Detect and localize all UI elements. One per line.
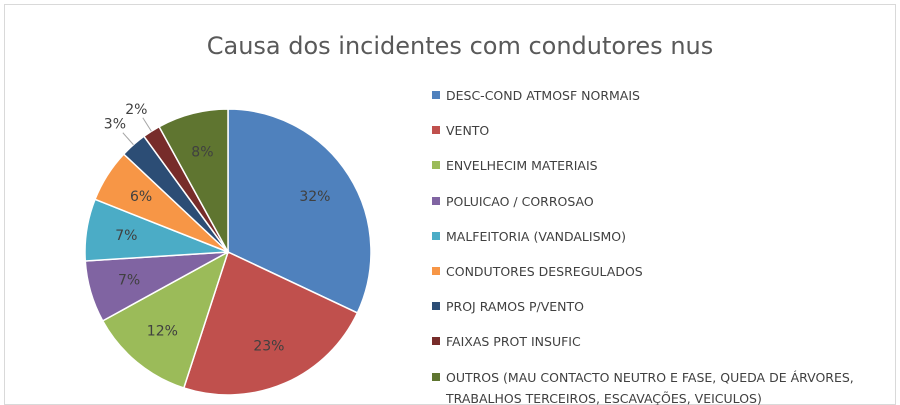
data-label: 6%: [130, 189, 152, 205]
legend-label: VENTO: [446, 123, 490, 139]
legend-label: ENVELHECIM MATERIAIS: [446, 158, 598, 174]
legend-label: POLUICAO / CORROSAO: [446, 193, 594, 209]
legend-label: OUTROS (MAU CONTACTO NEUTRO E FASE, QUED…: [446, 369, 854, 405]
legend-swatch: [432, 196, 440, 205]
legend-swatch: [432, 337, 440, 346]
pie-slice: [227, 108, 372, 314]
leader-line: [122, 132, 134, 146]
data-label: 7%: [118, 273, 140, 289]
data-label: 7%: [115, 228, 137, 244]
legend-item: OUTROS (MAU CONTACTO NEUTRO E FASE, QUED…: [432, 367, 892, 405]
pie-slice: [182, 250, 359, 396]
legend-label: PROJ RAMOS P/VENTO: [446, 299, 585, 315]
legend-label: CONDUTORES DESREGULADOS: [446, 264, 643, 279]
legend-swatch: [432, 267, 440, 275]
data-label: 8%: [191, 144, 213, 160]
legend-swatch: [432, 372, 440, 381]
legend-swatch: [432, 161, 440, 170]
pie-slice: [158, 108, 229, 253]
legend-item: DESC-COND ATMOSF NORMAIS: [432, 85, 892, 106]
legend-item: VENTO: [432, 120, 892, 141]
data-label: 2%: [125, 102, 147, 118]
legend-label: DESC-COND ATMOSF NORMAIS: [446, 88, 640, 103]
legend-swatch: [432, 91, 440, 99]
data-label: 3%: [104, 117, 126, 133]
legend-item: FAIXAS PROT INSUFIC: [432, 331, 892, 352]
legend-item: MALFEITORIA (VANDALISMO): [432, 226, 892, 247]
legend-swatch: [432, 126, 440, 135]
legend-item: ENVELHECIM MATERIAIS: [432, 155, 892, 176]
legend-item: POLUICAO / CORROSAO: [432, 191, 892, 212]
legend-item: CONDUTORES DESREGULADOS: [432, 261, 892, 282]
legend-swatch: [432, 302, 440, 311]
legend-label: FAIXAS PROT INSUFIC: [446, 334, 581, 350]
data-label: 12%: [147, 323, 178, 339]
leader-line: [142, 117, 152, 132]
legend-label: MALFEITORIA (VANDALISMO): [446, 228, 627, 244]
data-label: 23%: [253, 338, 284, 354]
chart-title: Causa dos incidentes com condutores nus: [207, 32, 714, 60]
data-label: 32%: [299, 189, 330, 205]
pie-slice: [101, 250, 230, 389]
legend-item: PROJ RAMOS P/VENTO: [432, 296, 892, 317]
legend-swatch: [432, 231, 440, 240]
